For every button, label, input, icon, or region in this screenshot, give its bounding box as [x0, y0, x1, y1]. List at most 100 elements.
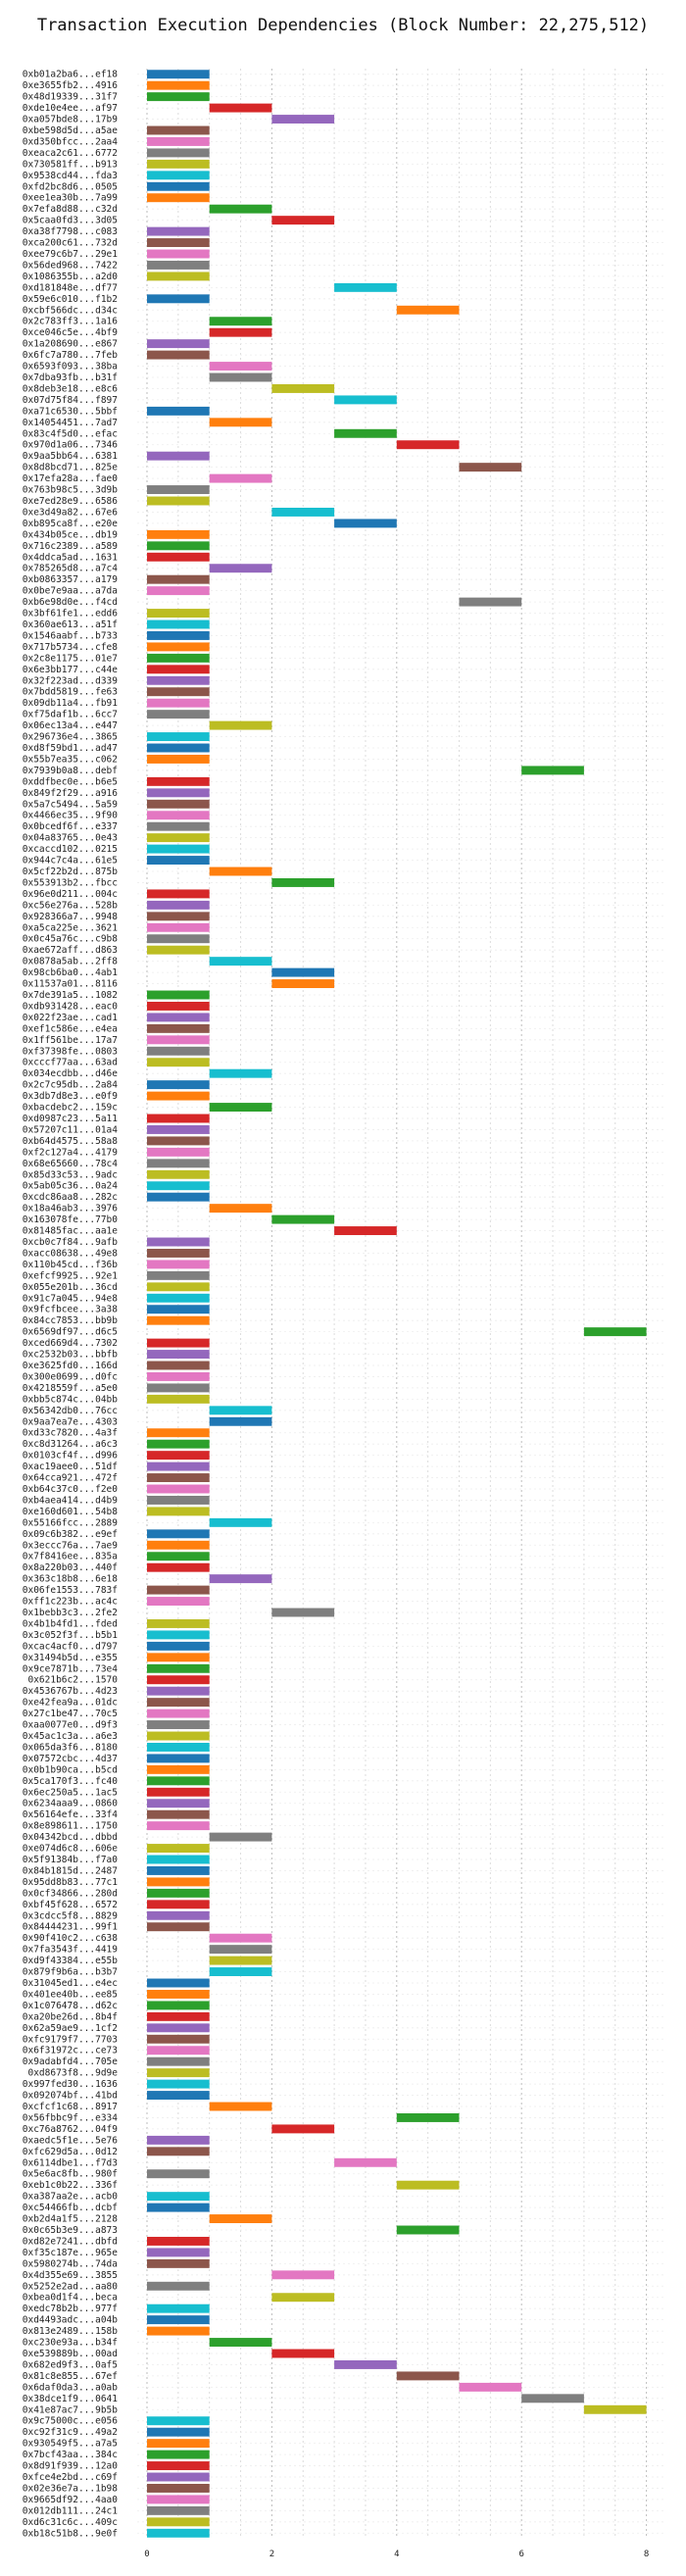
bar	[147, 2046, 210, 2056]
y-tick-label: 0x9665df92...4aa0	[23, 2495, 119, 2505]
bar	[147, 1529, 210, 1539]
bar	[147, 2034, 210, 2044]
y-tick-label: 0xc76a8762...04f9	[23, 2124, 119, 2135]
bar	[147, 339, 210, 349]
y-tick-label: 0x434b05ce...db19	[23, 529, 119, 540]
y-tick-label: 0x27c1be47...70c5	[23, 1709, 118, 1719]
y-tick-label: 0xff1c223b...ac4c	[23, 1597, 118, 1608]
bar	[147, 272, 210, 281]
bar	[271, 383, 335, 393]
y-tick-label: 0x3db7d8e3...e0f9	[23, 1091, 119, 1102]
bar	[147, 2068, 210, 2078]
bar	[147, 1776, 210, 1786]
bar	[147, 485, 210, 495]
bar	[209, 473, 272, 483]
bar	[209, 1933, 272, 1943]
bar	[271, 1608, 335, 1617]
bar	[209, 1945, 272, 1955]
y-tick-label: 0xd33c7820...4a3f	[23, 1428, 118, 1439]
y-tick-label: 0x360ae613...a51f	[23, 619, 118, 630]
y-tick-label: 0x57207c11...01a4	[23, 1124, 119, 1135]
bar	[334, 2359, 397, 2369]
bar	[147, 1910, 210, 1920]
bar	[147, 1237, 210, 1247]
y-tick-label: 0x7bdd5819...fe63	[23, 687, 118, 698]
y-tick-label: 0x7bcf43aa...384c	[23, 2450, 118, 2460]
bar	[147, 2505, 210, 2515]
y-tick-label: 0x944c7c4a...61e5	[23, 856, 118, 867]
y-tick-label: 0xcdc86aa8...282c	[23, 1192, 118, 1203]
y-tick-label: 0xa38f7798...c083	[23, 226, 118, 237]
y-tick-label: 0x6114dbe1...f7d3	[23, 2157, 118, 2168]
bar	[147, 1698, 210, 1708]
y-tick-label: 0xbacdebc2...159c	[23, 1103, 118, 1114]
bar	[147, 2416, 210, 2426]
bar	[147, 350, 210, 360]
y-tick-label: 0x621b6c2...1570	[27, 1675, 118, 1686]
bar	[147, 2304, 210, 2313]
y-tick-label: 0x91c7a045...94e8	[23, 1293, 119, 1304]
bar	[147, 552, 210, 562]
bar	[147, 2528, 210, 2538]
bar	[147, 80, 210, 90]
y-tick-label: 0x31045ed1...e4ec	[23, 1978, 118, 1989]
y-tick-label: 0xbf45f628...6572	[23, 1900, 118, 1910]
y-tick-label: 0xee1ea30b...7a99	[23, 193, 119, 204]
y-tick-label: 0xb18c51b8...9e0f	[23, 2528, 118, 2539]
y-tick-label: 0xcb0c7f84...9afb	[23, 1237, 119, 1248]
y-tick-label: 0xa387aa2e...acb0	[23, 2192, 119, 2203]
y-tick-label: 0x4536767b...4d23	[23, 1686, 118, 1697]
bar	[209, 103, 272, 113]
bar	[209, 1406, 272, 1415]
y-tick-label: 0x065da3f6...8180	[23, 1742, 119, 1753]
bar	[147, 856, 210, 866]
bar	[147, 1282, 210, 1292]
bar	[147, 92, 210, 102]
bar	[147, 743, 210, 753]
y-tick-label: 0xdb931428...eac0	[23, 1001, 119, 1012]
y-tick-label: 0x62a59ae9...1cf2	[23, 2023, 118, 2034]
bar	[271, 115, 335, 124]
y-tick-label: 0x5ab05c36...0a24	[23, 1181, 119, 1192]
bar	[147, 2135, 210, 2145]
y-tick-label: 0x0be7e9aa...a7da	[23, 586, 118, 597]
x-tick-label: 0	[144, 2550, 149, 2559]
y-tick-label: 0x813e2489...158b	[23, 2326, 119, 2337]
bar	[147, 2091, 210, 2101]
y-tick-label: 0x401ee40b...ee85	[23, 1989, 118, 2000]
y-tick-label: 0xac19aee0...51df	[23, 1461, 118, 1472]
bar	[147, 2326, 210, 2336]
y-tick-label: 0x6daf0da3...a0ab	[23, 2382, 119, 2393]
y-tick-label: 0x3bf61fe1...edd6	[23, 609, 119, 619]
y-tick-label: 0xca200c61...732d	[23, 238, 118, 249]
bar	[147, 934, 210, 944]
y-tick-label: 0x2c783ff3...1a16	[23, 317, 119, 327]
y-tick-label: 0x716c2389...a589	[23, 541, 119, 552]
y-tick-label: 0x6569df97...d6c5	[23, 1327, 118, 1338]
y-tick-label: 0x11537a01...8116	[23, 979, 119, 990]
bar	[459, 463, 522, 472]
y-tick-label: 0x1a208690...e867	[23, 339, 118, 350]
y-tick-label: 0x4466ec35...9f90	[23, 811, 119, 821]
bar	[147, 181, 210, 191]
bar	[521, 2394, 584, 2403]
y-tick-label: 0x32f223ad...d339	[23, 675, 119, 686]
y-tick-label: 0x84b1815d...2487	[23, 1865, 118, 1876]
bar	[147, 159, 210, 169]
bar	[147, 136, 210, 146]
bar	[147, 1080, 210, 1090]
y-tick-label: 0x1546aabf...b733	[23, 630, 118, 641]
bar	[147, 2427, 210, 2437]
y-tick-label: 0xeaca2c61...6772	[23, 148, 118, 159]
y-tick-label: 0x6234aaa9...0860	[23, 1799, 119, 1809]
bar	[209, 2102, 272, 2111]
bar	[147, 811, 210, 820]
bar	[147, 788, 210, 798]
bar	[147, 496, 210, 506]
bar	[147, 2023, 210, 2033]
bar	[147, 1495, 210, 1505]
y-tick-label: 0x2c7c95db...2a84	[23, 1080, 119, 1091]
bar	[147, 1821, 210, 1831]
y-tick-label: 0xb4aea414...d4b9	[23, 1495, 119, 1506]
bar	[209, 1204, 272, 1214]
